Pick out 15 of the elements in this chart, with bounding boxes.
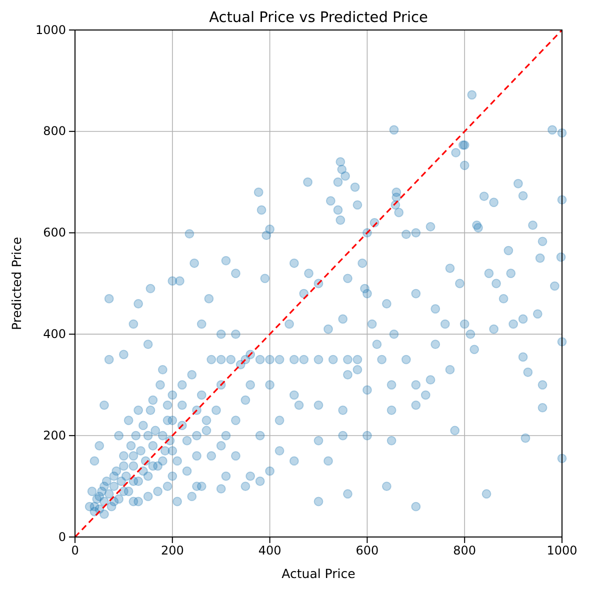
- x-tick-label: 1000: [546, 544, 578, 558]
- x-tick-label: 0: [71, 544, 79, 558]
- y-axis-title: Predicted Price: [9, 236, 24, 330]
- chart-title: Actual Price vs Predicted Price: [209, 10, 428, 26]
- y-tick-label: 600: [43, 226, 66, 240]
- y-tick-label: 800: [43, 124, 66, 138]
- y-tick-label: 1000: [35, 22, 66, 37]
- y-tick-label: 0: [58, 530, 66, 544]
- x-tick-label: 200: [160, 544, 184, 558]
- x-axis-title: Actual Price: [282, 566, 356, 581]
- x-tick-label: 800: [453, 544, 476, 558]
- x-tick-label: 400: [258, 544, 282, 558]
- x-tick-label: 600: [356, 544, 379, 558]
- y-tick-label: 400: [43, 327, 66, 342]
- y-tick-label: 200: [43, 428, 66, 442]
